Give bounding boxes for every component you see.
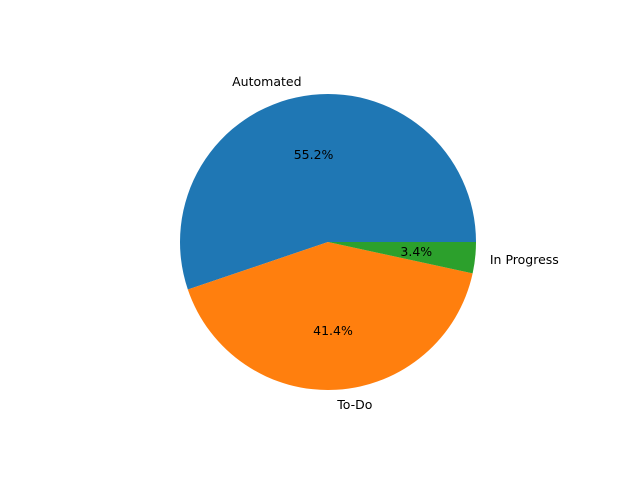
- slice-label-automated: Automated: [232, 74, 301, 89]
- pct-label-in-progress: 3.4%: [400, 244, 432, 259]
- pct-label-to-do: 41.4%: [313, 323, 353, 338]
- pie-labels: Automated 55.2% To-Do 41.4% In Progress 3.4%: [232, 74, 559, 412]
- pie-slice-to-do: [187, 242, 473, 391]
- slice-label-in-progress: In Progress: [490, 252, 559, 267]
- pie-slice-automated: [180, 93, 476, 290]
- slice-label-to-do: To-Do: [336, 397, 372, 412]
- pct-label-automated: 55.2%: [294, 147, 334, 162]
- pie-slices: [180, 93, 476, 391]
- pie-slice-in-progress: [328, 242, 476, 274]
